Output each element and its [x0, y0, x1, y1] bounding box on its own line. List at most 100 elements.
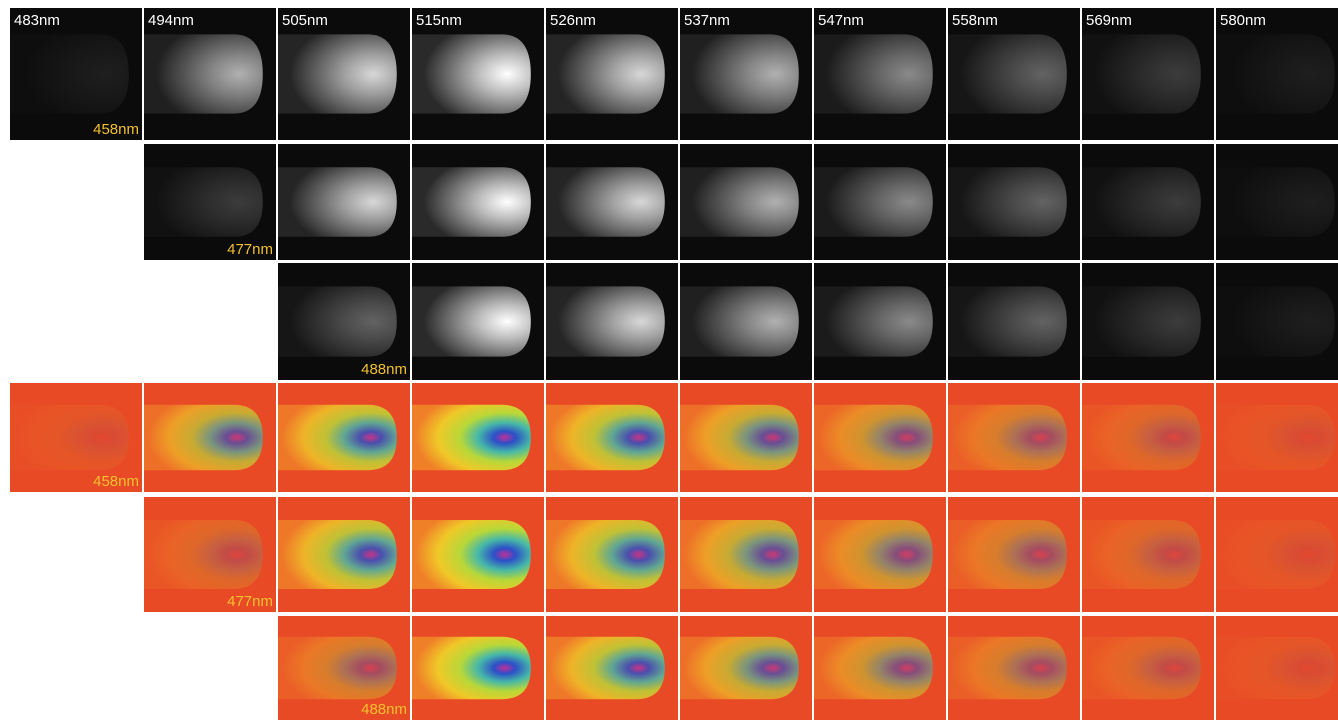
root-tip	[412, 520, 531, 589]
image-tile: 558nm	[948, 8, 1080, 140]
image-tile	[1082, 144, 1214, 260]
root-tip	[546, 34, 665, 113]
root-tip	[412, 286, 531, 356]
emission-label: 580nm	[1220, 12, 1266, 29]
root-tip	[412, 405, 531, 470]
root-tip	[10, 405, 129, 470]
root-tip	[278, 167, 397, 237]
image-tile	[412, 616, 544, 720]
image-tile	[948, 144, 1080, 260]
image-tile	[680, 616, 812, 720]
root-tip	[144, 520, 263, 589]
image-tile: 488nm	[278, 263, 410, 380]
image-tile: 488nm	[278, 616, 410, 720]
image-tile	[412, 383, 544, 492]
root-tip	[680, 167, 799, 237]
image-tile	[546, 616, 678, 720]
root-tip	[144, 34, 263, 113]
image-tile	[1216, 497, 1338, 612]
root-tip	[948, 405, 1067, 470]
image-tile	[144, 383, 276, 492]
image-tile: 580nm	[1216, 8, 1338, 140]
excitation-label: 488nm	[361, 361, 407, 378]
image-tile	[278, 144, 410, 260]
image-tile	[1216, 616, 1338, 720]
image-tile	[814, 263, 946, 380]
emission-label: 494nm	[148, 12, 194, 29]
emission-label: 505nm	[282, 12, 328, 29]
image-tile: 458nm	[10, 383, 142, 492]
root-tip	[546, 405, 665, 470]
emission-label: 526nm	[550, 12, 596, 29]
image-tile	[1216, 144, 1338, 260]
root-tip	[278, 405, 397, 470]
image-tile: 505nm	[278, 8, 410, 140]
image-tile	[546, 263, 678, 380]
excitation-label: 458nm	[93, 473, 139, 490]
image-tile	[1082, 383, 1214, 492]
emission-label: 558nm	[952, 12, 998, 29]
emission-label: 569nm	[1086, 12, 1132, 29]
image-tile	[680, 263, 812, 380]
root-tip	[10, 34, 129, 113]
root-tip	[546, 167, 665, 237]
root-tip	[680, 405, 799, 470]
image-tile: 537nm	[680, 8, 812, 140]
image-tile	[948, 616, 1080, 720]
root-tip	[1082, 637, 1201, 699]
image-tile	[546, 497, 678, 612]
root-tip	[680, 34, 799, 113]
emission-label: 483nm	[14, 12, 60, 29]
root-tip	[278, 637, 397, 699]
root-tip	[1216, 167, 1335, 237]
root-tip	[680, 286, 799, 356]
image-tile	[1082, 616, 1214, 720]
root-tip	[1082, 520, 1201, 589]
image-tile	[948, 263, 1080, 380]
image-tile: 494nm	[144, 8, 276, 140]
emission-label: 515nm	[416, 12, 462, 29]
image-tile	[814, 497, 946, 612]
root-tip	[144, 405, 263, 470]
image-tile: 569nm	[1082, 8, 1214, 140]
root-tip	[814, 637, 933, 699]
image-tile	[814, 144, 946, 260]
image-tile	[680, 497, 812, 612]
root-tip	[1082, 167, 1201, 237]
image-tile: 477nm	[144, 144, 276, 260]
root-tip	[814, 520, 933, 589]
root-tip	[814, 405, 933, 470]
image-tile	[1082, 263, 1214, 380]
image-tile	[680, 383, 812, 492]
root-tip	[814, 167, 933, 237]
image-tile: 526nm	[546, 8, 678, 140]
root-tip	[1082, 286, 1201, 356]
root-tip	[1216, 286, 1335, 356]
emission-label: 547nm	[818, 12, 864, 29]
root-tip	[948, 34, 1067, 113]
root-tip	[814, 286, 933, 356]
image-tile	[278, 383, 410, 492]
image-tile	[1082, 497, 1214, 612]
image-tile	[412, 263, 544, 380]
image-tile	[814, 616, 946, 720]
root-tip	[1216, 637, 1335, 699]
root-tip	[1216, 34, 1335, 113]
root-tip	[144, 167, 263, 237]
image-tile	[546, 383, 678, 492]
root-tip	[278, 520, 397, 589]
root-tip	[1082, 34, 1201, 113]
image-tile: 515nm	[412, 8, 544, 140]
root-tip	[412, 34, 531, 113]
image-tile	[412, 497, 544, 612]
root-tip	[546, 520, 665, 589]
root-tip	[546, 637, 665, 699]
root-tip	[948, 286, 1067, 356]
image-tile: 477nm	[144, 497, 276, 612]
root-tip	[680, 637, 799, 699]
image-tile	[546, 144, 678, 260]
excitation-label: 488nm	[361, 701, 407, 718]
root-tip	[546, 286, 665, 356]
root-tip	[1216, 405, 1335, 470]
